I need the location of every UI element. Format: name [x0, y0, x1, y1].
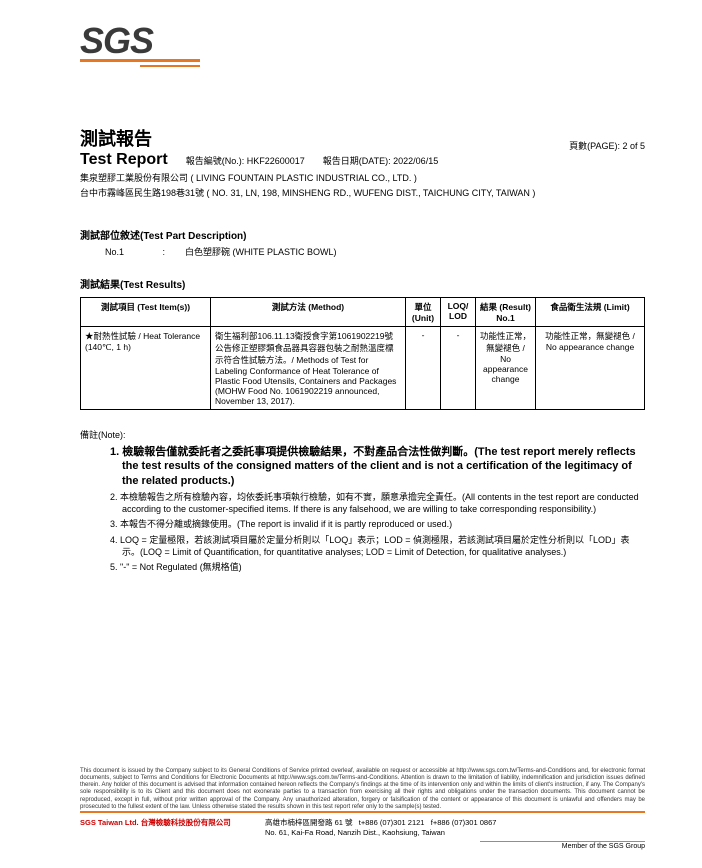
title-chinese: 測試報告: [80, 125, 645, 151]
sgs-company-label: SGS Taiwan Ltd. 台灣檢驗科技股份有限公司: [80, 817, 265, 837]
page-number: 頁數(PAGE): 2 of 5: [569, 139, 645, 152]
date-value: 2022/06/15: [393, 156, 438, 166]
results-table: 測試項目 (Test Item(s)) 測試方法 (Method) 單位 (Un…: [80, 297, 645, 410]
note-2: 2. 本檢驗報告之所有檢驗內容，均依委託事項執行檢驗，如有不實，願意承擔完全責任…: [110, 492, 645, 515]
report-no-block: 報告編號(No.): HKF22600017: [186, 154, 305, 167]
page-label: 頁數(PAGE):: [569, 141, 620, 151]
address-lines: 高雄市楠梓區開發路 61 號 t+886 (07)301 2121 f+886 …: [265, 817, 645, 837]
cell-result: 功能性正常，無變褪色 / No appearance change: [476, 327, 536, 410]
col-method: 測試方法 (Method): [211, 298, 406, 327]
cell-limit: 功能性正常，無變褪色 / No appearance change: [536, 327, 645, 410]
footer: This document is issued by the Company s…: [80, 768, 645, 850]
part-sep: :: [163, 247, 183, 257]
title-english: Test Report: [80, 151, 168, 169]
col-unit: 單位 (Unit): [406, 298, 441, 327]
col-limit: 食品衛生法規 (Limit): [536, 298, 645, 327]
table-header-row: 測試項目 (Test Item(s)) 測試方法 (Method) 單位 (Un…: [81, 298, 645, 327]
tel: t+886 (07)301 2121: [359, 818, 425, 827]
member-text: Member of the SGS Group: [480, 841, 645, 850]
date-label: 報告日期(DATE):: [323, 156, 391, 166]
fax: f+886 (07)301 0867: [431, 818, 497, 827]
addr-en: No. 61, Kai-Fa Road, Nanzih Dist., Kaohs…: [265, 828, 645, 837]
note-3: 3. 本報告不得分離或摘錄使用。(The report is invalid i…: [110, 519, 645, 531]
report-no-value: HKF22600017: [247, 156, 305, 166]
addr-cn: 高雄市楠梓區開發路 61 號: [265, 818, 353, 827]
date-block: 報告日期(DATE): 2022/06/15: [323, 154, 438, 167]
logo-underline-2: [140, 65, 200, 67]
company-address: 台中市霧峰區民生路198巷31號 ( NO. 31, LN, 198, MINS…: [80, 186, 645, 199]
footer-address-block: SGS Taiwan Ltd. 台灣檢驗科技股份有限公司 高雄市楠梓區開發路 6…: [80, 817, 645, 837]
col-item: 測試項目 (Test Item(s)): [81, 298, 211, 327]
part-row: No.1 : 白色塑膠碗 (WHITE PLASTIC BOWL): [105, 245, 645, 258]
disclaimer-text: This document is issued by the Company s…: [80, 768, 645, 811]
sgs-logo: SGS: [80, 20, 200, 67]
footer-divider: [80, 811, 645, 813]
part-description-heading: 測試部位敘述(Test Part Description): [80, 227, 645, 242]
logo-text: SGS: [80, 20, 200, 62]
table-row: ★耐熱性試驗 / Heat Tolerance (140℃, 1 h) 衛生福利…: [81, 327, 645, 410]
cell-method: 衛生福利部106.11.13衛授食字第1061902219號公告修正塑膠類食品器…: [211, 327, 406, 410]
col-loq: LOQ/ LOD: [441, 298, 476, 327]
title-row: Test Report 報告編號(No.): HKF22600017 報告日期(…: [80, 151, 645, 169]
col-result: 結果 (Result) No.1: [476, 298, 536, 327]
part-no: No.1: [105, 247, 160, 257]
part-value: 白色塑膠碗 (WHITE PLASTIC BOWL): [185, 247, 337, 257]
cell-item: ★耐熱性試驗 / Heat Tolerance (140℃, 1 h): [81, 327, 211, 410]
notes-section: 備註(Note): 1. 檢驗報告僅就委託者之委託事項提供檢驗結果，不對產品合法…: [80, 428, 645, 574]
note-5: 5. "-" = Not Regulated (無規格值): [110, 562, 645, 574]
cell-unit: -: [406, 327, 441, 410]
cell-loq: -: [441, 327, 476, 410]
note-4: 4. LOQ = 定量極限，若該測試項目屬於定量分析則以「LOQ」表示；LOD …: [110, 535, 645, 558]
results-heading: 測試結果(Test Results): [80, 276, 645, 291]
page-value: 2 of 5: [622, 141, 645, 151]
report-no-label: 報告編號(No.):: [186, 156, 245, 166]
company-name: 集泉塑膠工業股份有限公司 ( LIVING FOUNTAIN PLASTIC I…: [80, 171, 645, 184]
notes-heading: 備註(Note):: [80, 428, 645, 441]
document-body: 頁數(PAGE): 2 of 5 測試報告 Test Report 報告編號(N…: [80, 125, 645, 574]
note-1: 1. 檢驗報告僅就委託者之委託事項提供檢驗結果，不對產品合法性做判斷。(The …: [110, 445, 645, 488]
